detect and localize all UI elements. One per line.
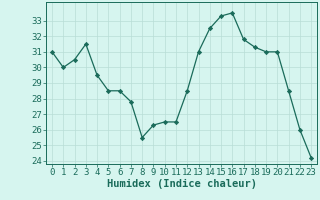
X-axis label: Humidex (Indice chaleur): Humidex (Indice chaleur) [107, 179, 257, 189]
